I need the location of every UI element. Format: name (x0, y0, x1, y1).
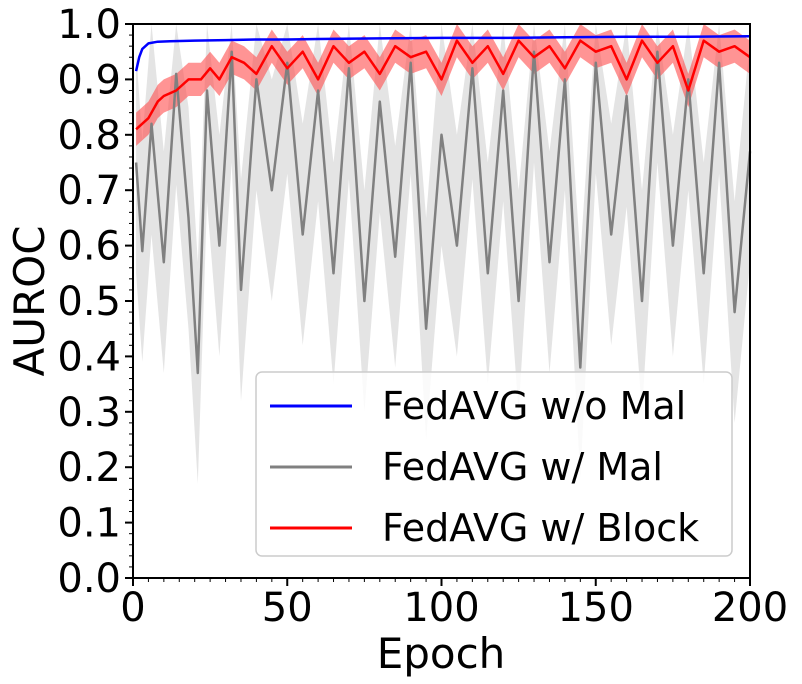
x-tick-label: 0 (120, 585, 145, 631)
series-line-fedavg-w-block (135, 39, 751, 131)
y-tick-label: 0.2 (57, 445, 121, 491)
band-fedavg-w-block (136, 24, 751, 146)
legend-label: FedAVG w/o Mal (382, 384, 686, 428)
x-tick-label: 150 (558, 585, 634, 631)
y-tick-label: 0.3 (57, 390, 121, 436)
x-tick-label: 50 (262, 585, 313, 631)
y-axis: 0.0 0.1 0.2 0.3 0.4 0.5 0.6 0.7 0.8 0.9 1.0 (57, 2, 133, 602)
legend-label: FedAVG w/ Mal (382, 445, 663, 489)
y-axis-title: AUROC (5, 225, 54, 376)
y-tick-label: 0.6 (57, 224, 121, 270)
x-tick-label: 200 (712, 585, 788, 631)
series-line-fedavg-w-mal (134, 50, 752, 375)
y-tick-label: 0.4 (57, 334, 121, 380)
y-tick-label: 0.9 (57, 57, 121, 103)
legend: FedAVG w/o Mal FedAVG w/ Mal FedAVG w/ Blo… (255, 371, 733, 557)
series-line-fedavg-w-o-mal (134, 34, 751, 72)
y-tick-label: 0.5 (57, 279, 121, 325)
y-tick-label: 0.7 (57, 168, 121, 214)
confidence-bands (136, 24, 751, 484)
x-axis: 0 50 100 150 200 (120, 578, 788, 631)
legend-box (255, 371, 733, 557)
y-tick-label: 0.8 (57, 113, 121, 159)
series-lines (134, 34, 752, 375)
y-tick-label: 0.0 (57, 556, 121, 602)
x-axis-title: Epoch (377, 629, 506, 678)
legend-label: FedAVG w/ Block (382, 506, 699, 550)
y-tick-label: 1.0 (57, 2, 121, 48)
x-tick-label: 100 (403, 585, 479, 631)
y-tick-label: 0.1 (57, 501, 121, 547)
band-fedavg-w-mal (136, 24, 751, 484)
